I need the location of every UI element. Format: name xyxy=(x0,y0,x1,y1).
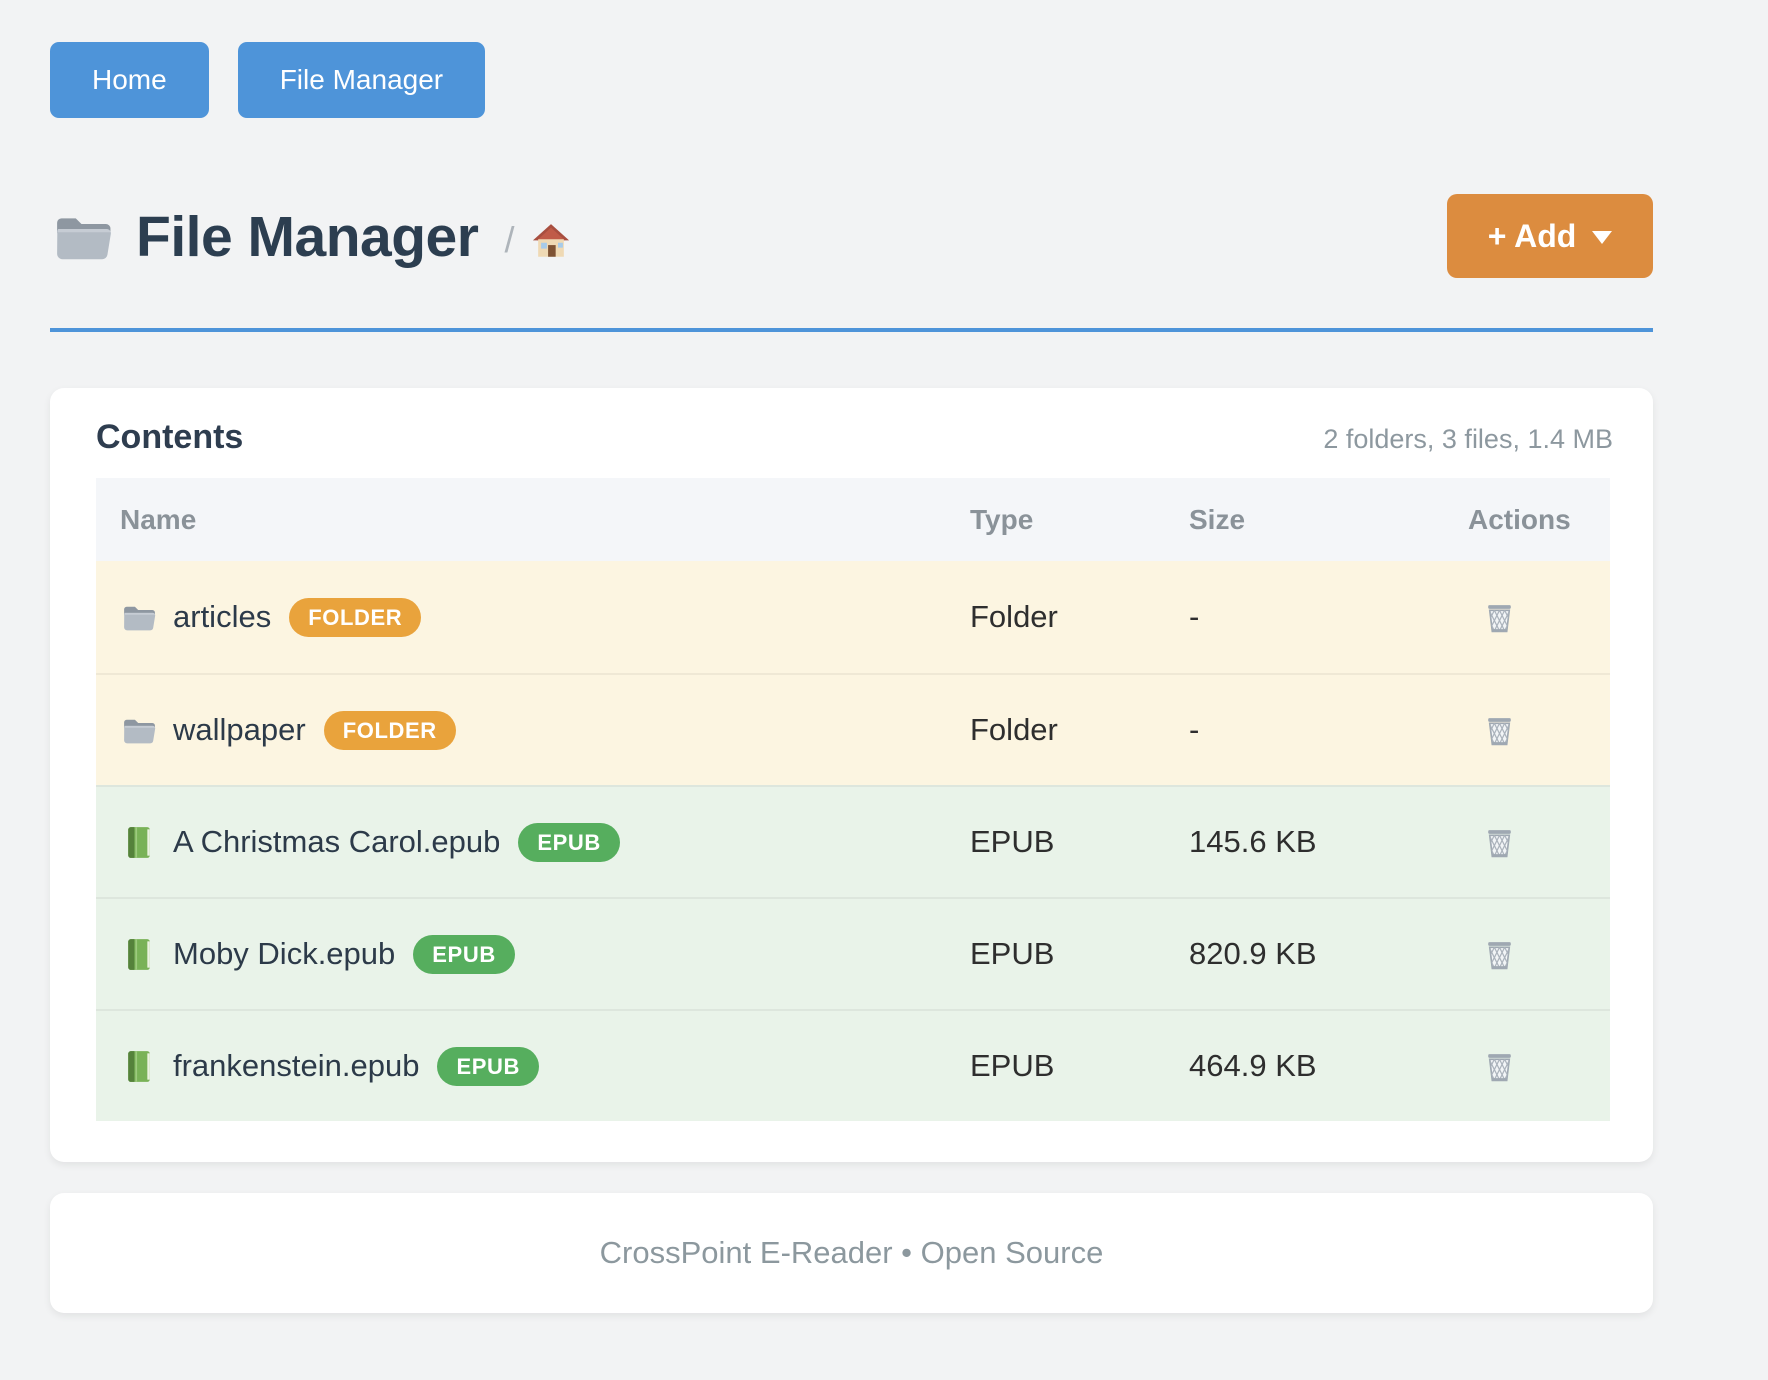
actions-cell xyxy=(1468,711,1610,749)
name-cell: frankenstein.epub EPUB xyxy=(96,1046,970,1086)
size-cell: 464.9 KB xyxy=(1189,1048,1317,1083)
column-header-size: Size xyxy=(1189,503,1246,535)
file-name[interactable]: A Christmas Carol.epub xyxy=(173,824,501,859)
book-icon xyxy=(128,1050,150,1082)
delete-button[interactable] xyxy=(1480,598,1518,636)
nav-file-manager-button[interactable]: File Manager xyxy=(237,42,486,118)
size-cell: - xyxy=(1189,712,1200,747)
page-title: File Manager xyxy=(136,205,479,269)
delete-button[interactable] xyxy=(1480,1047,1518,1085)
size-cell: 145.6 KB xyxy=(1189,824,1317,859)
table-row[interactable]: frankenstein.epub EPUB EPUB 464.9 KB xyxy=(96,1009,1610,1121)
table-header-row: Name Type Size Actions xyxy=(96,478,1610,561)
actions-cell xyxy=(1468,598,1610,636)
epub-badge: EPUB xyxy=(413,934,515,974)
name-cell: A Christmas Carol.epub EPUB xyxy=(96,822,970,862)
type-cell: EPUB xyxy=(970,824,1055,859)
folder-icon xyxy=(57,218,111,260)
trash-icon xyxy=(1481,1048,1518,1085)
add-button-label: + Add xyxy=(1487,217,1577,254)
type-cell: Folder xyxy=(970,712,1058,747)
table-row[interactable]: A Christmas Carol.epub EPUB EPUB 145.6 K… xyxy=(96,785,1610,897)
contents-heading: Contents xyxy=(96,418,244,456)
column-header-type: Type xyxy=(970,503,1034,535)
trash-icon xyxy=(1481,824,1518,861)
add-button[interactable]: + Add xyxy=(1447,194,1653,278)
file-name[interactable]: articles xyxy=(173,599,272,634)
epub-badge: EPUB xyxy=(518,822,620,862)
trash-icon xyxy=(1481,712,1518,749)
size-cell: - xyxy=(1189,599,1200,634)
contents-card: Contents 2 folders, 3 files, 1.4 MB Name… xyxy=(50,388,1653,1162)
type-cell: Folder xyxy=(970,599,1058,634)
type-cell: EPUB xyxy=(970,936,1055,971)
file-name[interactable]: Moby Dick.epub xyxy=(173,936,396,971)
book-icon xyxy=(128,938,150,970)
contents-summary: 2 folders, 3 files, 1.4 MB xyxy=(1323,424,1613,454)
nav-home-button[interactable]: Home xyxy=(50,42,209,118)
table-row[interactable]: Moby Dick.epub EPUB EPUB 820.9 KB xyxy=(96,897,1610,1009)
column-header-name: Name xyxy=(120,503,197,535)
caret-down-icon xyxy=(1592,231,1613,244)
trash-icon xyxy=(1481,936,1518,973)
delete-button[interactable] xyxy=(1480,935,1518,973)
file-table: Name Type Size Actions articles FOLDER F… xyxy=(96,478,1610,1121)
epub-badge: EPUB xyxy=(437,1046,539,1086)
name-cell: wallpaper FOLDER xyxy=(96,710,970,750)
title-group: File Manager / xyxy=(50,204,572,270)
delete-button[interactable] xyxy=(1480,823,1518,861)
header-divider xyxy=(50,328,1653,332)
name-cell: articles FOLDER xyxy=(96,597,970,637)
file-name[interactable]: frankenstein.epub xyxy=(173,1048,420,1083)
file-name[interactable]: wallpaper xyxy=(173,712,306,747)
book-icon xyxy=(128,826,150,858)
folder-icon xyxy=(124,606,156,630)
house-icon[interactable] xyxy=(530,220,572,262)
footer-text: CrossPoint E-Reader • Open Source xyxy=(599,1235,1104,1270)
actions-cell xyxy=(1468,935,1610,973)
size-cell: 820.9 KB xyxy=(1189,936,1317,971)
breadcrumb-separator: / xyxy=(504,219,515,260)
top-nav: Home File Manager xyxy=(50,42,486,118)
actions-cell xyxy=(1468,1047,1610,1085)
table-row[interactable]: articles FOLDER Folder - xyxy=(96,561,1610,673)
footer-card: CrossPoint E-Reader • Open Source xyxy=(50,1193,1653,1313)
delete-button[interactable] xyxy=(1480,711,1518,749)
trash-icon xyxy=(1481,599,1518,636)
folder-badge: FOLDER xyxy=(289,597,422,637)
column-header-actions: Actions xyxy=(1468,503,1571,535)
name-cell: Moby Dick.epub EPUB xyxy=(96,934,970,974)
actions-cell xyxy=(1468,823,1610,861)
type-cell: EPUB xyxy=(970,1048,1055,1083)
folder-icon xyxy=(124,719,156,743)
table-row[interactable]: wallpaper FOLDER Folder - xyxy=(96,673,1610,785)
page-header: File Manager / + Add xyxy=(50,190,1653,290)
folder-badge: FOLDER xyxy=(323,710,456,750)
